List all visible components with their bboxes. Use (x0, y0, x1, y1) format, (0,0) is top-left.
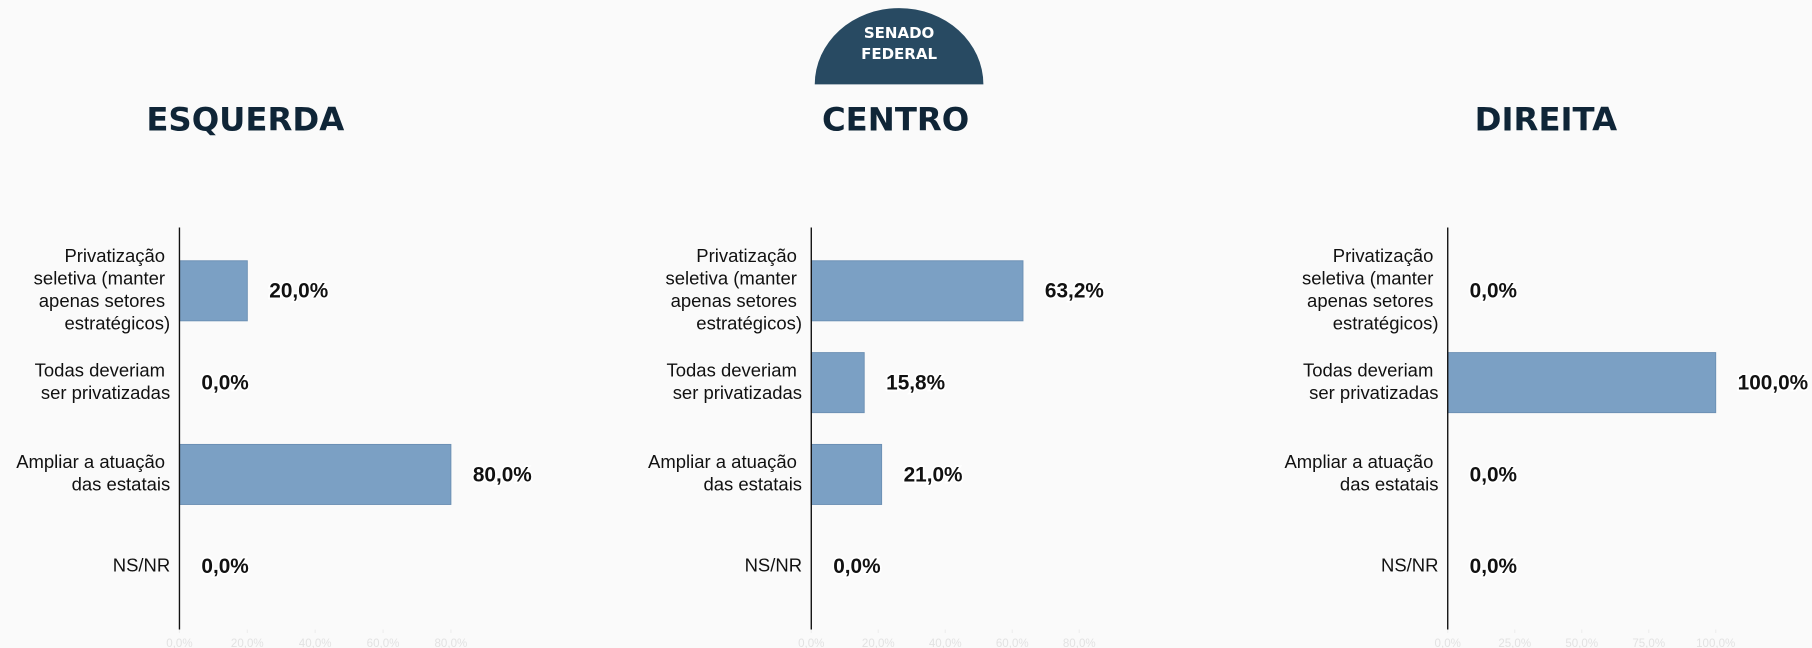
badge-line: FEDERAL (861, 45, 937, 63)
badge (814, 8, 984, 85)
category-label: NS/NR (745, 554, 802, 575)
x-tick-label: 50,0% (1565, 638, 1598, 648)
x-tick-label: 80,0% (435, 638, 468, 648)
value-label: 0,0% (1470, 280, 1517, 303)
x-tick-label: 40,0% (299, 638, 332, 648)
value-label: 0,0% (1470, 463, 1517, 486)
category-label: Todas deveriam ser privatizadas (1303, 359, 1439, 403)
category-label: NS/NR (1381, 554, 1438, 575)
x-tick-label: 20,0% (862, 638, 895, 648)
x-tick-label: 40,0% (929, 638, 962, 648)
category-label: Todas deveriam ser privatizadas (667, 359, 803, 403)
value-label: 0,0% (833, 555, 880, 578)
value-label: 20,0% (269, 280, 328, 303)
category-label: Privatização seletiva (manter apenas set… (1302, 245, 1439, 334)
value-label: 0,0% (1470, 555, 1517, 578)
badge-line: SENADO (864, 24, 934, 42)
value-label: 63,2% (1045, 280, 1104, 303)
chart-title: CENTRO (822, 101, 969, 139)
x-tick-label: 60,0% (996, 638, 1029, 648)
category-label: NS/NR (113, 554, 170, 575)
category-label: Todas deveriam ser privatizadas (35, 359, 171, 403)
bar (810, 352, 865, 414)
category-label: Ampliar a atuação das estatais (648, 451, 802, 495)
value-label: 80,0% (473, 463, 532, 486)
bar (810, 443, 883, 505)
category-label: Ampliar a atuação das estatais (16, 451, 170, 495)
value-label: 0,0% (201, 555, 248, 578)
x-tick-label: 80,0% (1063, 638, 1096, 648)
value-label: 21,0% (904, 463, 963, 486)
x-tick-label: 25,0% (1498, 638, 1531, 648)
category-label: Privatização seletiva (manter apenas set… (666, 245, 803, 334)
value-label: 100,0% (1738, 372, 1808, 395)
x-tick-label: 0,0% (166, 638, 192, 648)
x-tick-label: 60,0% (367, 638, 400, 648)
bar (1447, 352, 1717, 414)
x-tick-label: 75,0% (1632, 638, 1665, 648)
x-tick-label: 20,0% (231, 638, 264, 648)
category-label: Ampliar a atuação das estatais (1284, 451, 1438, 495)
value-label: 15,8% (886, 372, 945, 395)
chart-title: DIREITA (1475, 101, 1617, 139)
x-tick-label: 0,0% (1435, 638, 1461, 648)
x-tick-label: 0,0% (798, 638, 824, 648)
bar (178, 260, 248, 322)
value-label: 0,0% (201, 372, 248, 395)
bar (178, 443, 452, 505)
bar (810, 260, 1024, 322)
chart-title: ESQUERDA (146, 101, 344, 139)
category-label: Privatização seletiva (manter apenas set… (34, 245, 171, 334)
x-tick-label: 100,0% (1696, 638, 1735, 648)
